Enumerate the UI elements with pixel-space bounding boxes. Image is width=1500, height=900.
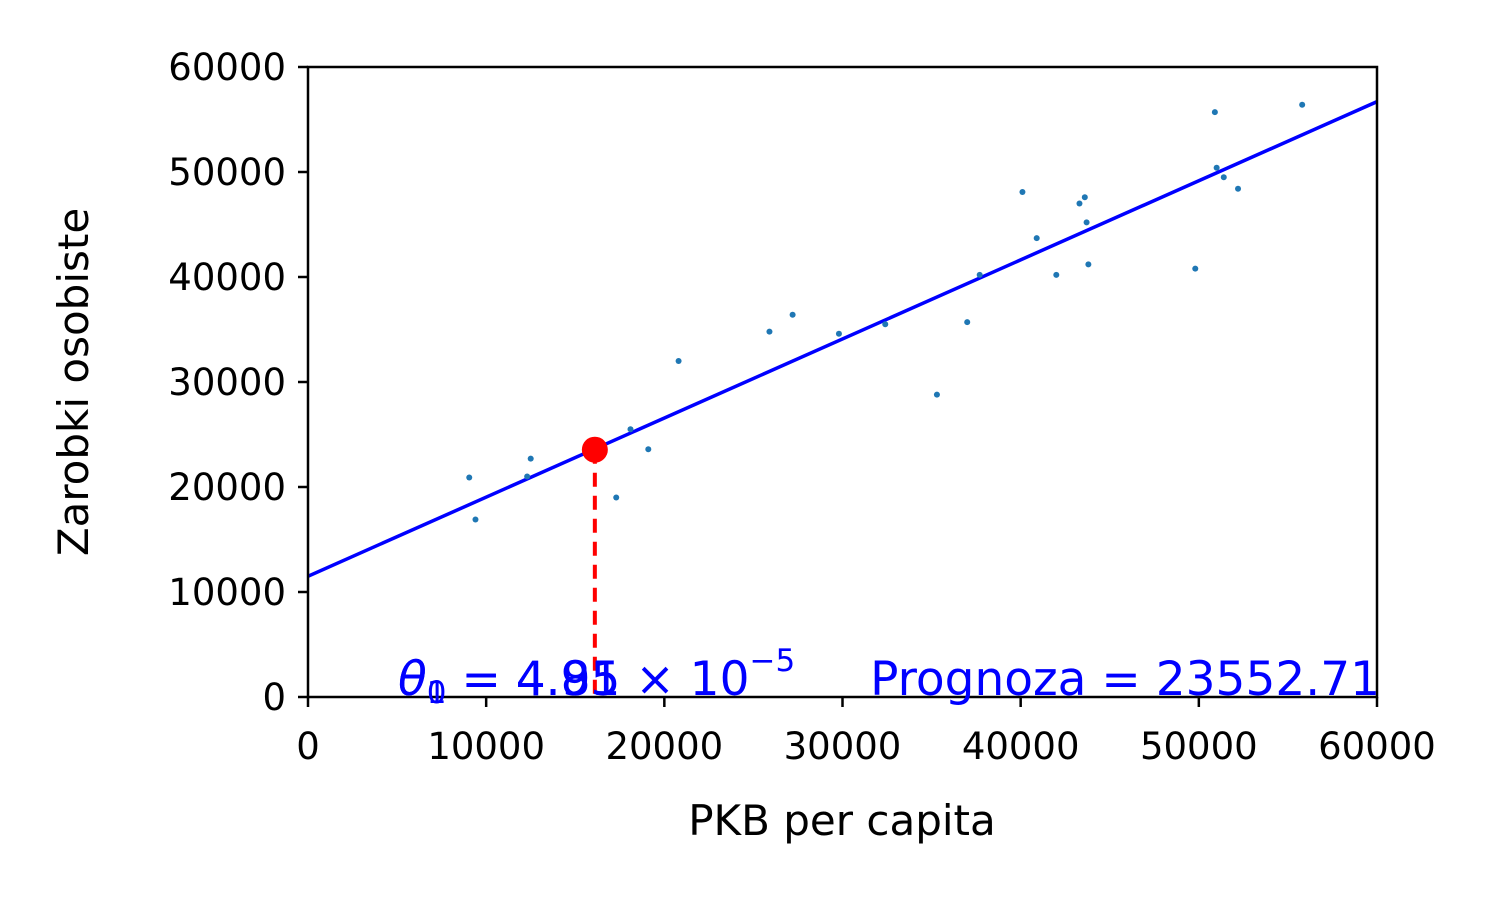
scatter-point [527, 455, 534, 462]
scatter-point [675, 358, 682, 364]
prediction-annotation: Prognoza = 23552.71 [870, 652, 1380, 707]
scatter-point [466, 474, 473, 481]
y-tick-label: 0 [262, 676, 286, 719]
scatter-point [1019, 188, 1026, 195]
x-tick-label: 40000 [962, 725, 1080, 768]
scatter-point [1192, 265, 1199, 272]
theta1-symbol: θ [398, 652, 427, 707]
scatter-point [472, 516, 479, 523]
y-tick-label: 40000 [168, 256, 286, 299]
theta0-subscript: 0 [427, 675, 447, 711]
scatter-point [1235, 185, 1242, 192]
scatter-point [1085, 261, 1092, 268]
scatter-point [964, 319, 971, 326]
scatter-point [1033, 235, 1040, 242]
y-axis-label: Zarobki osobiste [49, 208, 98, 556]
x-tick-label: 10000 [427, 725, 545, 768]
prediction-point [581, 436, 608, 463]
scatter-point [1053, 271, 1060, 278]
scatter-point [1081, 194, 1088, 201]
plot-marks [308, 100, 1377, 697]
x-axis-label: PKB per capita [688, 796, 996, 845]
plot-frame [306, 65, 1379, 699]
scatter-point [1211, 109, 1218, 116]
scatter-point [882, 321, 889, 328]
scatter-point [1076, 200, 1083, 207]
scatter-point [933, 391, 940, 398]
scatter-point [835, 330, 842, 337]
theta0-annotation: θ0 = 4.85 [398, 652, 620, 711]
y-tick-label: 30000 [168, 361, 286, 404]
regression-line [308, 100, 1377, 578]
theta1-value: = 4.91 × 10 [447, 652, 750, 707]
scatter-point [789, 311, 796, 318]
y-tick-label: 50000 [168, 151, 286, 194]
x-tick-label: 30000 [784, 725, 902, 768]
scatter-point [524, 473, 531, 480]
theta1-annotation: θ1 = 4.91 × 10−5 [398, 643, 795, 711]
x-tick-label: 0 [296, 725, 320, 768]
scatter-point [1220, 174, 1227, 181]
scatter-point [976, 271, 983, 278]
scatter-point [645, 446, 652, 453]
scatter-point [1299, 101, 1306, 108]
axes: 0 10000 20000 30000 40000 50000 60000 0 10000 200… [168, 46, 1436, 768]
theta1-exponent: −5 [749, 643, 795, 679]
x-tick-label: 50000 [1140, 725, 1258, 768]
theta0-value: = 4.85 [447, 652, 621, 707]
theta0-symbol: θ [398, 652, 427, 707]
scatter-point [613, 494, 620, 501]
scatter-point [1083, 219, 1090, 226]
y-tick-label: 20000 [168, 466, 286, 509]
scatter-point [1213, 164, 1220, 171]
scatter-point [627, 426, 634, 433]
x-tick-label: 60000 [1318, 725, 1436, 768]
x-tick-label: 20000 [605, 725, 723, 768]
scatter-point [766, 328, 773, 335]
plot-clipped-group [308, 100, 1377, 578]
y-tick-label: 10000 [168, 571, 286, 614]
theta1-subscript: 1 [427, 675, 447, 711]
y-tick-label: 60000 [168, 46, 286, 89]
